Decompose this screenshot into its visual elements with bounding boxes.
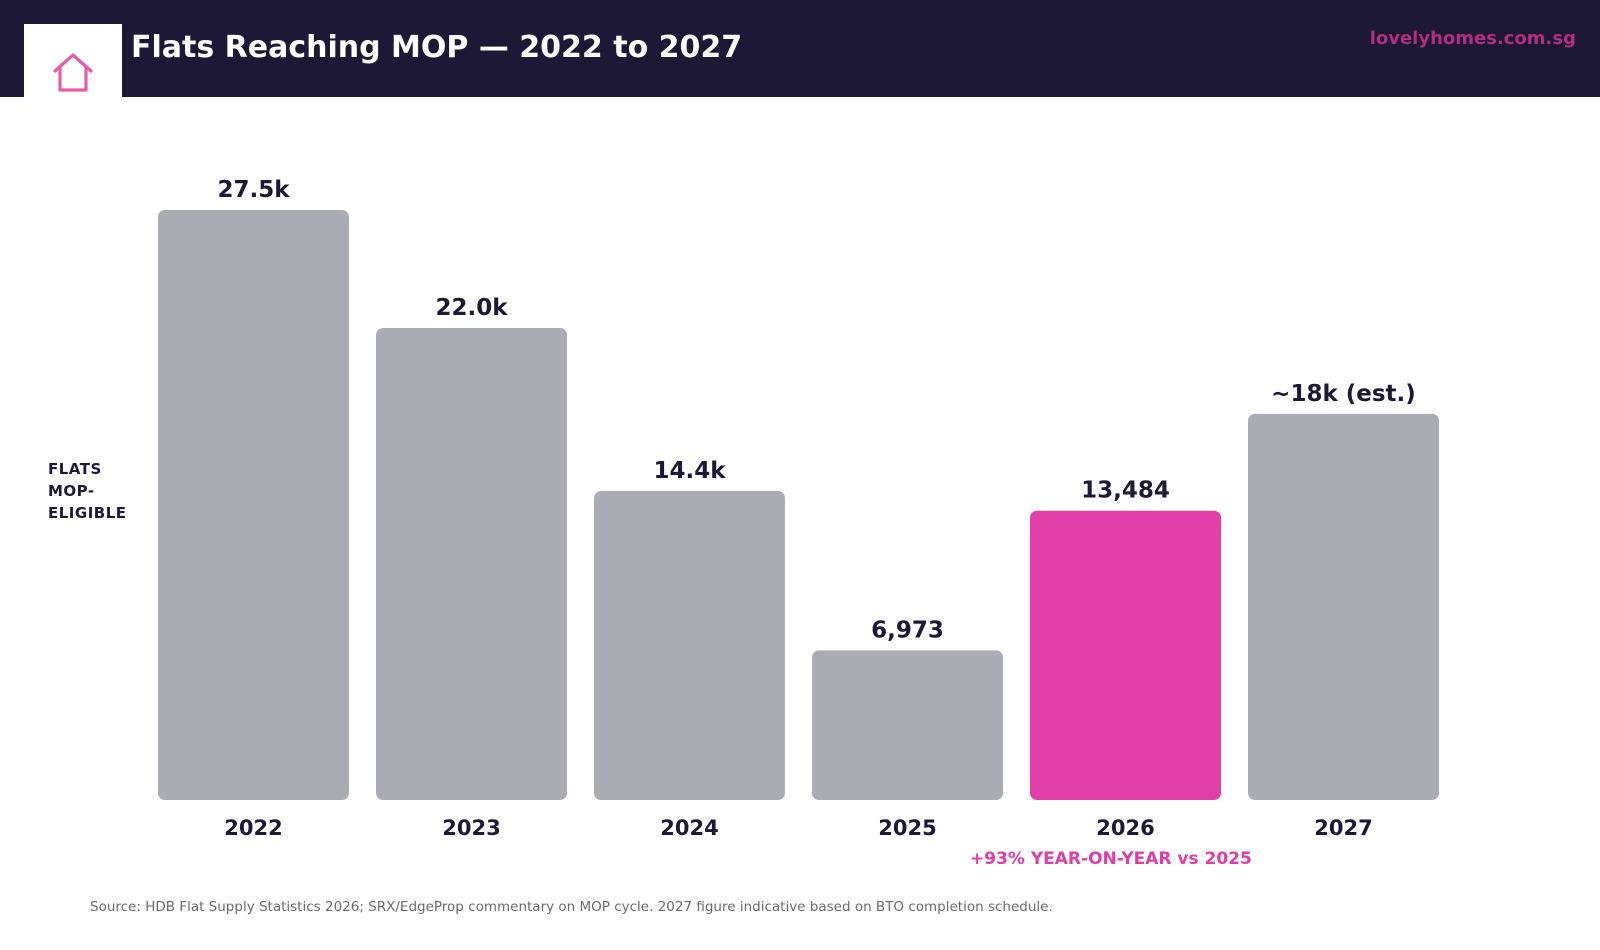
data-label-2022: 27.5k — [217, 177, 290, 203]
bar-2026 — [1030, 510, 1221, 800]
bar-2023 — [376, 328, 567, 800]
y-axis-label-line: FLATS — [48, 460, 102, 478]
bar-2027 — [1248, 413, 1439, 800]
brand-link[interactable]: lovelyhomes.com.sg — [1369, 28, 1576, 49]
source-note: Source: HDB Flat Supply Statistics 2026;… — [90, 899, 1053, 915]
logo — [24, 24, 122, 97]
bar-2022 — [158, 210, 349, 800]
x-tick-label-2027: 2027 — [1314, 816, 1372, 840]
x-tick-label-2024: 2024 — [660, 816, 718, 840]
bar-2025 — [812, 650, 1003, 800]
house-icon — [53, 53, 93, 92]
data-label-2027: ~18k (est.) — [1271, 381, 1416, 407]
data-label-2023: 22.0k — [435, 295, 508, 321]
header-bar: Flats Reaching MOP — 2022 to 2027 lovely… — [0, 0, 1600, 97]
bar-2024 — [594, 491, 785, 800]
page-title: Flats Reaching MOP — 2022 to 2027 — [131, 30, 743, 65]
x-tick-label-2023: 2023 — [442, 816, 500, 840]
x-tick-label-2026: 2026 — [1096, 816, 1154, 840]
yoy-annotation: +93% YEAR-ON-YEAR vs 2025 — [970, 849, 1252, 869]
x-tick-label-2022: 2022 — [224, 816, 282, 840]
data-label-2024: 14.4k — [653, 458, 726, 484]
y-axis-label-line: ELIGIBLE — [48, 504, 127, 522]
data-label-2026: 13,484 — [1081, 478, 1170, 504]
y-axis-label: FLATS MOP- ELIGIBLE — [48, 458, 158, 524]
x-tick-label-2025: 2025 — [878, 816, 936, 840]
y-axis-label-line: MOP- — [48, 482, 95, 500]
data-label-2025: 6,973 — [871, 617, 944, 643]
